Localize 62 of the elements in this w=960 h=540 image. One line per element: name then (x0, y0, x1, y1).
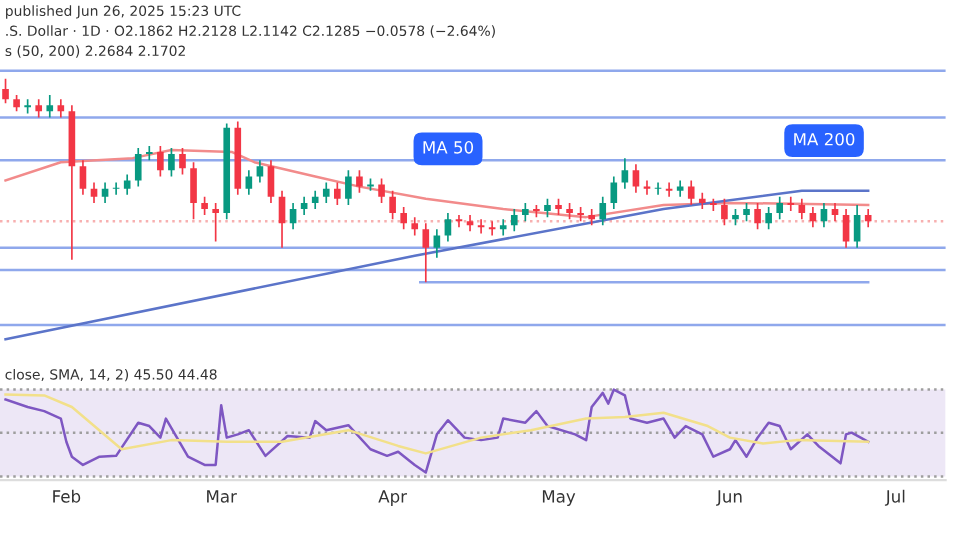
candlestick (256, 159, 264, 184)
candlestick (334, 181, 341, 206)
candlestick (400, 206, 407, 231)
annotation: MA 50 (423, 141, 474, 154)
candlestick (145, 145, 153, 162)
candlestick (190, 161, 197, 221)
candlestick (212, 202, 219, 243)
candlestick (599, 195, 607, 227)
candlestick (787, 195, 795, 212)
candlestick (842, 208, 850, 249)
candlestick (245, 169, 253, 196)
candlestick (433, 228, 441, 259)
candlestick (157, 145, 164, 178)
x-tick-label: Jun (716, 490, 742, 506)
candlestick (643, 179, 651, 196)
candlestick (544, 197, 551, 218)
candlestick (610, 175, 618, 210)
candlestick (522, 202, 529, 223)
candlestick (46, 94, 54, 119)
candlestick (168, 147, 175, 178)
candlestick (79, 159, 87, 196)
candlestick (378, 177, 385, 204)
candlestick (35, 98, 43, 119)
candlestick (311, 189, 319, 210)
candlestick (345, 169, 352, 206)
candlestick (57, 98, 65, 119)
candlestick (356, 169, 363, 194)
candlestick (300, 195, 308, 216)
candlestick (389, 189, 396, 221)
candlestick (455, 214, 463, 229)
candlestick (134, 147, 142, 188)
candlestick (510, 208, 518, 233)
candlestick (853, 204, 861, 249)
candlestick (422, 222, 430, 284)
candlestick (411, 216, 419, 237)
candlestick (743, 202, 750, 223)
x-tick-label: May (542, 490, 576, 506)
candlestick (665, 181, 673, 198)
candlestick (201, 195, 208, 216)
candlestick (754, 202, 761, 231)
x-tick-label: Jul (884, 489, 905, 506)
candlestick (621, 157, 629, 190)
candlestick (864, 208, 872, 229)
candlestick (322, 181, 330, 204)
candlestick (477, 218, 485, 235)
candlestick (179, 147, 186, 176)
candlestick (654, 181, 662, 196)
candlestick (632, 163, 640, 194)
candlestick (123, 173, 131, 196)
candlestick (112, 181, 120, 196)
candlestick (721, 197, 728, 227)
candlestick (776, 195, 784, 221)
candlestick (267, 159, 275, 204)
candlestick (765, 206, 772, 231)
candlestick (2, 77, 9, 105)
candlestick (687, 179, 695, 206)
annotation: MA 200 (794, 132, 855, 146)
x-tick-label: Apr (378, 490, 408, 506)
x-tick-label: Mar (207, 490, 237, 503)
candlestick (488, 220, 496, 237)
x-tick-label: Feb (53, 489, 81, 503)
candlestick (831, 202, 839, 223)
